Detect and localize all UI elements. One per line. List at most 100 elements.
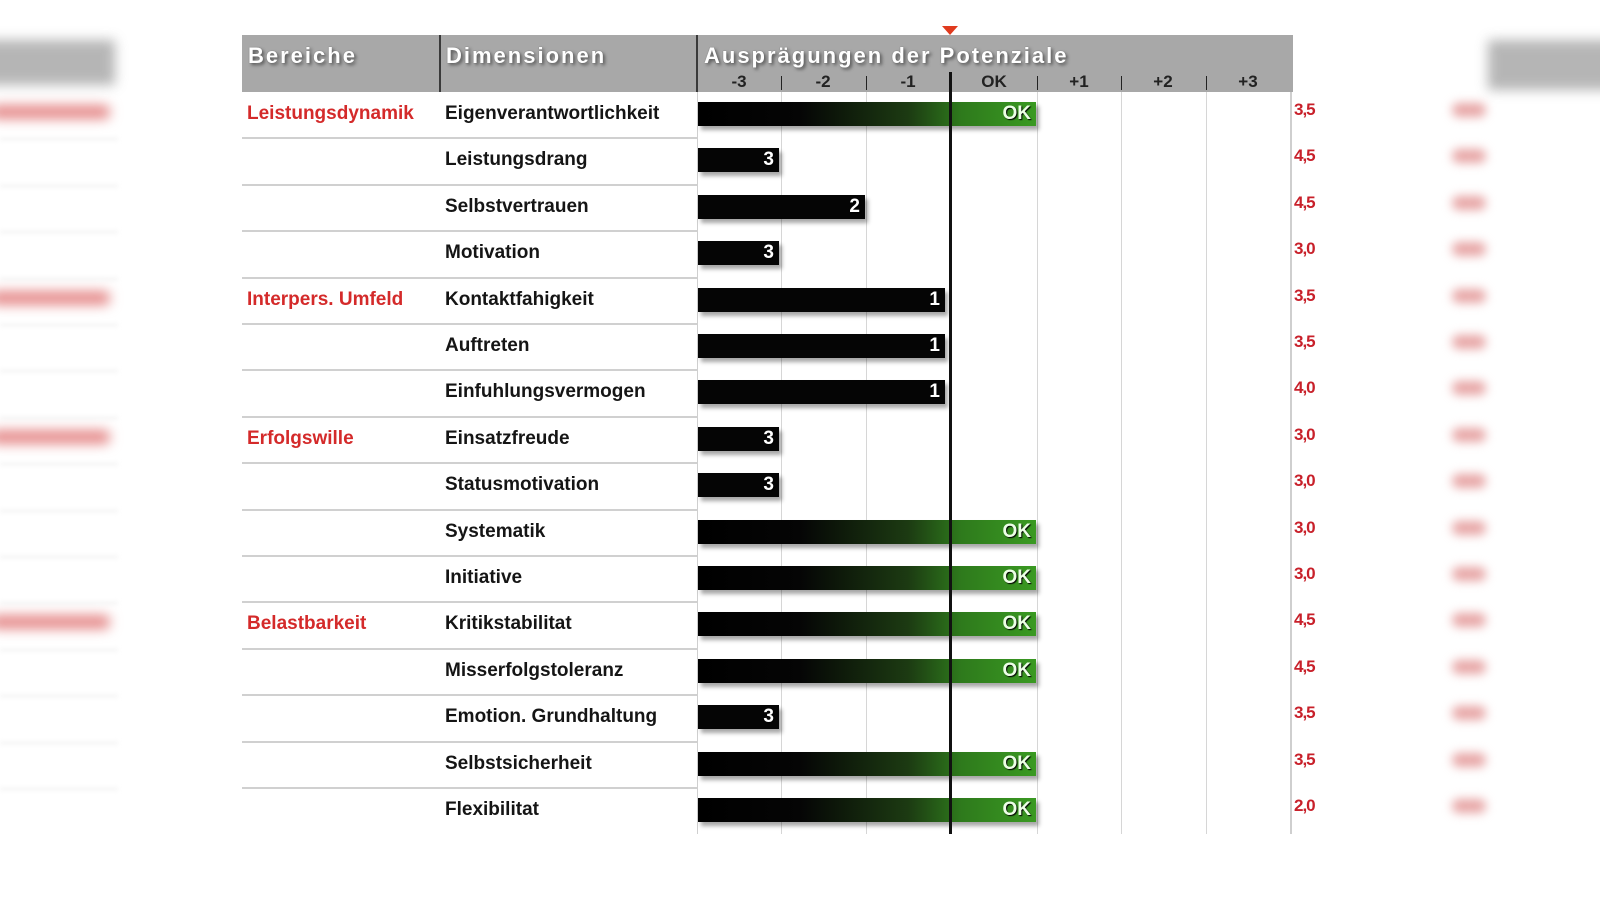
bar-value-label: 3 — [763, 427, 774, 449]
bar-value-label: OK — [1002, 613, 1032, 635]
bar-value-label: 3 — [763, 474, 774, 496]
row-divider — [242, 415, 697, 418]
bar-value-label: OK — [1002, 659, 1032, 681]
bar-deficit: 3 — [698, 705, 779, 730]
blurred-red-label — [0, 615, 110, 629]
tick-separator — [866, 76, 867, 90]
grid-line — [1037, 92, 1038, 834]
row-divider — [242, 369, 697, 372]
bereich-label: Erfolgswille — [247, 427, 354, 449]
score-value: 4,5 — [1294, 146, 1316, 166]
table-header: Bereiche Dimensionen Ausprägungen der Po… — [242, 35, 1293, 92]
tick-label: +1 — [1069, 72, 1089, 91]
bereich-label: Belastbarkeit — [247, 613, 367, 635]
row-divider — [242, 230, 697, 233]
tick-label: -3 — [731, 72, 747, 91]
row-divider — [242, 276, 697, 279]
blurred-red-label — [0, 430, 110, 444]
score-value: 3,5 — [1294, 749, 1316, 769]
blurred-score — [1452, 335, 1486, 349]
score-value: 3,5 — [1294, 285, 1316, 305]
blurred-score — [1452, 195, 1486, 210]
bar-value-label: OK — [1002, 799, 1032, 820]
score-value: 3,5 — [1294, 100, 1316, 119]
bar-ok: OK — [698, 798, 1036, 822]
ok-marker-triangle-icon — [942, 26, 958, 35]
dimension-label: Statusmotivation — [445, 474, 600, 496]
blurred-score — [1452, 659, 1486, 674]
score-value: 3,0 — [1294, 239, 1316, 259]
bereich-label: Leistungsdynamik — [247, 103, 414, 124]
dimension-label: Emotion. Grundhaltung — [445, 706, 658, 728]
tick-label: -2 — [815, 72, 831, 91]
dimension-label: Systematik — [445, 520, 546, 542]
score-value: 3,0 — [1294, 517, 1316, 537]
blurred-row-divider — [0, 741, 118, 744]
table-row: Emotion. Grundhaltung — [242, 695, 697, 741]
tick-label: -1 — [900, 72, 916, 91]
dimension-label: Einsatzfreude — [445, 427, 570, 449]
score-value: 3,0 — [1294, 471, 1316, 491]
blurred-row-divider — [0, 277, 118, 280]
blurred-score — [1452, 799, 1486, 813]
header-divider — [439, 35, 441, 92]
blurred-row-divider — [0, 602, 118, 605]
blurred-score — [1452, 103, 1486, 117]
blurred-header-left — [0, 40, 115, 85]
dimension-label: Motivation — [445, 242, 540, 264]
blurred-score — [1452, 149, 1486, 164]
score-value: 4,5 — [1294, 610, 1316, 630]
grid-line — [1206, 92, 1207, 834]
bereich-label: Interpers. Umfeld — [247, 288, 404, 310]
score-value: 4,5 — [1294, 656, 1316, 676]
bar-value-label: 2 — [849, 195, 860, 217]
score-value: 3,0 — [1294, 564, 1316, 583]
tick-label: +3 — [1238, 72, 1258, 91]
header-bereiche: Bereiche — [248, 43, 357, 68]
table-row: Selbstvertrauen — [242, 185, 697, 231]
blurred-row-divider — [0, 184, 118, 187]
table-row: Einfuhlungsvermogen — [242, 370, 697, 416]
table-row: Systematik — [242, 510, 697, 556]
bar-value-label: 1 — [929, 288, 940, 310]
bar-deficit: 1 — [698, 380, 945, 405]
blurred-score — [1452, 288, 1486, 303]
blurred-score — [1452, 474, 1486, 489]
table-row: Initiative — [242, 556, 697, 602]
blurred-row-divider — [0, 324, 118, 326]
blurred-header-right — [1488, 40, 1600, 90]
bar-value-label: 3 — [763, 706, 774, 728]
dimension-label: Selbstsicherheit — [445, 752, 592, 774]
header-divider — [696, 35, 698, 92]
bar-ok: OK — [698, 658, 1036, 683]
table-row: Leistungsdrang — [242, 138, 697, 184]
bar-value-label: OK — [1002, 752, 1032, 774]
bar-deficit: 3 — [698, 473, 779, 498]
score-value: 4,5 — [1294, 192, 1316, 212]
grid-line — [1121, 92, 1122, 834]
blurred-score — [1452, 752, 1486, 767]
bar-value-label: 3 — [763, 149, 774, 171]
blurred-score — [1452, 520, 1486, 535]
tick-label: +2 — [1153, 72, 1173, 91]
row-divider — [242, 462, 697, 465]
bar-deficit: 3 — [698, 241, 779, 266]
blurred-score — [1452, 706, 1486, 721]
blurred-row-divider — [0, 370, 118, 373]
blurred-score — [1452, 381, 1486, 396]
tick-separator — [1206, 76, 1207, 90]
row-divider — [242, 787, 697, 789]
bar-ok: OK — [698, 566, 1036, 590]
dimension-label: Initiative — [445, 567, 523, 588]
dimension-label: Auftreten — [445, 335, 530, 356]
row-divider — [242, 647, 697, 650]
grid-left-border — [697, 92, 698, 834]
blurred-score — [1452, 427, 1486, 442]
header-dimensionen: Dimensionen — [446, 43, 607, 68]
bar-value-label: OK — [1002, 103, 1032, 124]
table-row: Belastbarkeit Kritikstabilitat — [242, 602, 697, 648]
score-value: 4,0 — [1294, 378, 1316, 398]
blurred-score — [1452, 567, 1486, 581]
row-divider — [242, 137, 697, 140]
dimension-label: Eigenverantwortlichkeit — [445, 103, 660, 124]
